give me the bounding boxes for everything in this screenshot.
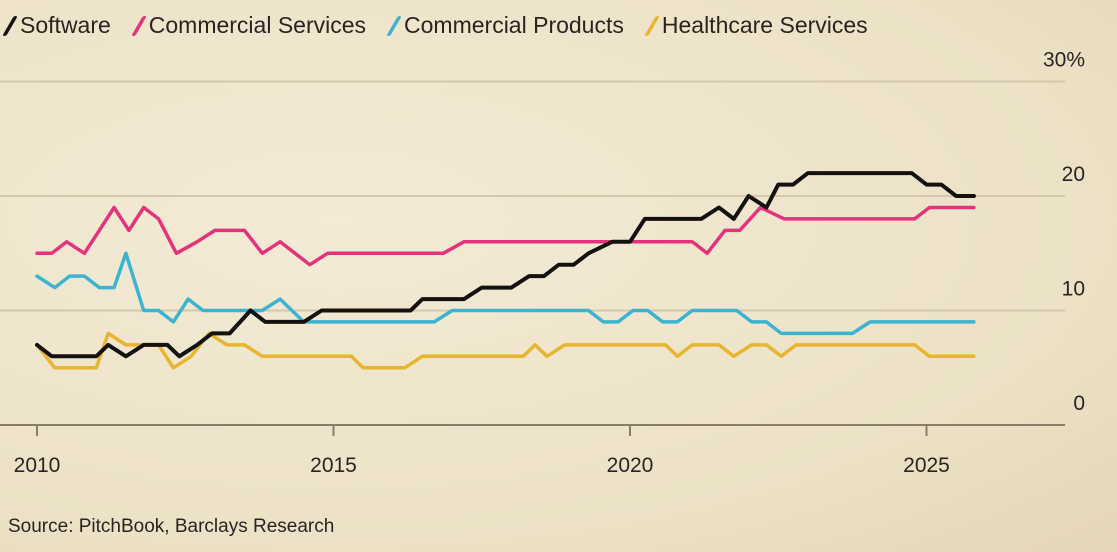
series-line-healthcare-services — [35, 331, 976, 370]
chart-legend: Software Commercial Services Commercial … — [2, 12, 868, 39]
legend-item-commercial-products: Commercial Products — [386, 12, 624, 39]
legend-label: Healthcare Services — [661, 12, 868, 38]
y-tick-label: 20 — [1062, 163, 1085, 186]
series-line-software — [35, 171, 976, 359]
source-note: Source: PitchBook, Barclays Research — [8, 516, 335, 537]
y-tick-label: 30% — [1043, 49, 1085, 72]
x-tick-label: 2015 — [310, 454, 357, 477]
legend-label: Commercial Services — [148, 12, 367, 38]
x-tick-label: 2025 — [903, 454, 950, 477]
series-line-commercial-products — [35, 251, 976, 336]
x-tick-label: 2020 — [607, 454, 654, 477]
x-tick-label: 2010 — [14, 454, 61, 477]
legend-item-healthcare-services: Healthcare Services — [644, 12, 868, 39]
legend-item-software: Software — [2, 12, 111, 39]
y-tick-label: 0 — [1073, 392, 1085, 415]
legend-label: Commercial Products — [404, 12, 624, 38]
y-tick-label: 10 — [1062, 278, 1085, 301]
legend-item-commercial-services: Commercial Services — [130, 12, 367, 39]
legend-label: Software — [20, 12, 111, 38]
series-line-commercial-services — [35, 205, 976, 267]
